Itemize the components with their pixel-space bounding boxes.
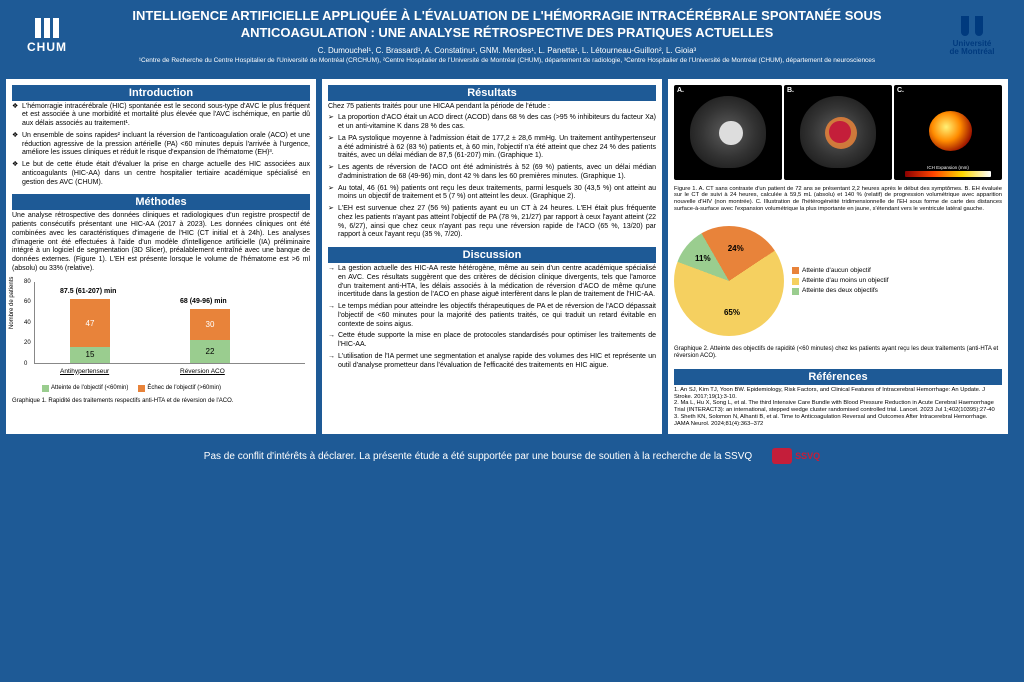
pie-chart: 24%65%11% Atteinte d'aucun objectifAttei…	[674, 226, 1002, 336]
column-mid: Résultats Chez 75 patients traités pour …	[322, 79, 662, 435]
list-item: Cette étude supporte la mise en place de…	[338, 332, 656, 350]
list-item: La PA systolique moyenne à l'admission é…	[338, 135, 656, 161]
intro-heading: Introduction	[12, 85, 310, 101]
brain-c: C. ICH Expansion (mm)	[894, 85, 1002, 180]
chum-text: CHUM	[27, 40, 67, 54]
fig1-caption: Figure 1. A. CT sans contraste d'un pati…	[674, 186, 1002, 213]
list-item: Les agents de réversion de l'ACO ont été…	[338, 164, 656, 182]
results-section: Résultats Chez 75 patients traités pour …	[328, 85, 656, 244]
footer: Pas de conflit d'intérêts à déclarer. La…	[0, 440, 1024, 472]
ref-item: 1. An SJ, Kim TJ, Yoon BW. Epidemiology,…	[674, 387, 1002, 401]
chart-ylabel: Nombre de patients	[9, 276, 15, 328]
list-item: L'EH est survenue chez 27 (56 %) patient…	[338, 205, 656, 240]
list-item: Le temps médian pour atteindre les objec…	[338, 303, 656, 329]
results-heading: Résultats	[328, 85, 656, 101]
chart1-caption: Graphique 1. Rapidité des traitements re…	[12, 398, 310, 404]
column-right: A. B. C. ICH Expansion (mm) Figure 1. A.…	[668, 79, 1008, 435]
methods-section: Méthodes Une analyse rétrospective des d…	[12, 194, 310, 273]
list-item: L'hémorragie intracérébrale (HIC) sponta…	[22, 103, 310, 129]
methods-heading: Méthodes	[12, 194, 310, 210]
list-item: La gestion actuelle des HIC-AA reste hét…	[338, 265, 656, 300]
bar-chart: Nombre de patients 020406080 4715Antihyp…	[12, 282, 310, 392]
brain-a: A.	[674, 85, 782, 180]
poster-header: CHUM INTELLIGENCE ARTIFICIELLE APPLIQUÉE…	[0, 0, 1024, 73]
chum-logo: CHUM	[12, 11, 82, 61]
affiliations: ¹Centre de Recherche du Centre Hospitali…	[92, 57, 922, 65]
discussion-heading: Discussion	[328, 247, 656, 263]
list-item: Au total, 46 (61 %) patients ont reçu le…	[338, 185, 656, 203]
authors: C. Dumouchel¹, C. Brassard¹, A. Constati…	[92, 46, 922, 55]
results-lead: Chez 75 patients traités pour une HICAA …	[328, 103, 656, 112]
list-item: L'utilisation de l'IA permet une segment…	[338, 353, 656, 371]
methods-body: Une analyse rétrospective des données cl…	[12, 212, 310, 273]
ssvq-logo: SSVQ	[772, 448, 820, 464]
references-section: Références 1. An SJ, Kim TJ, Yoon BW. Ep…	[674, 369, 1002, 429]
um-logo: Universitéde Montréal	[932, 11, 1012, 61]
list-item: Le but de cette étude était d'évaluer la…	[22, 161, 310, 187]
ref-item: 2. Ma L, Hu X, Song L, et al. The third …	[674, 400, 1002, 414]
refs-heading: Références	[674, 369, 1002, 385]
brain-figure: A. B. C. ICH Expansion (mm)	[674, 85, 1002, 180]
brain-b: B.	[784, 85, 892, 180]
content: Introduction L'hémorragie intracérébrale…	[0, 73, 1024, 441]
footer-text: Pas de conflit d'intérêts à déclarer. La…	[204, 451, 752, 462]
intro-section: Introduction L'hémorragie intracérébrale…	[12, 85, 310, 191]
list-item: Un ensemble de soins rapides² incluant l…	[22, 132, 310, 158]
pie-caption: Graphique 2. Atteinte des objectifs de r…	[674, 346, 1002, 360]
discussion-section: Discussion La gestion actuelle des HIC-A…	[328, 247, 656, 373]
header-center: INTELLIGENCE ARTIFICIELLE APPLIQUÉE À L'…	[92, 8, 922, 65]
ref-item: 3. Sheth KN, Solomon N, Alhanti B, et al…	[674, 414, 1002, 428]
list-item: La proportion d'ACO était un ACO direct …	[338, 114, 656, 132]
column-left: Introduction L'hémorragie intracérébrale…	[6, 79, 316, 435]
poster-title: INTELLIGENCE ARTIFICIELLE APPLIQUÉE À L'…	[92, 8, 922, 42]
